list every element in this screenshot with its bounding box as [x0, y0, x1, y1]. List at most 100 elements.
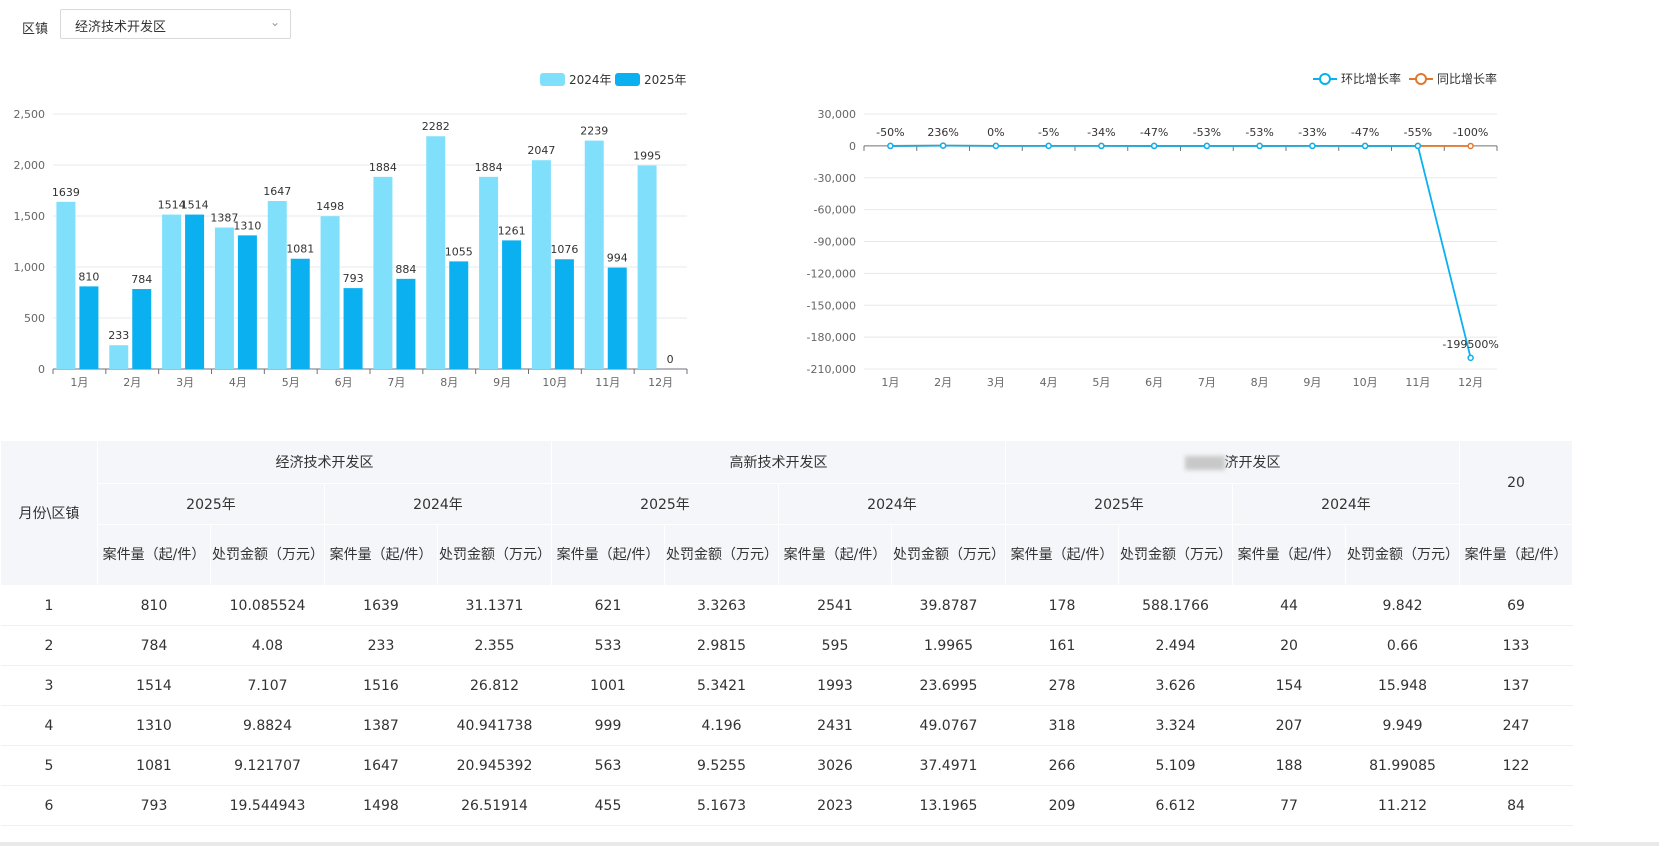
chevron-down-icon: ⌄	[269, 15, 280, 29]
table-cell: 122	[1459, 745, 1573, 786]
month-cell: 1	[0, 585, 98, 626]
point-label: -34%	[1087, 126, 1115, 139]
y-tick-label: -30,000	[814, 172, 856, 185]
y-tick-label: 30,000	[818, 108, 857, 121]
point-label: -5%	[1038, 126, 1059, 139]
table-cell: 5.3421	[664, 665, 779, 706]
x-tick-label: 7月	[1198, 376, 1216, 389]
table-cell: 266	[1005, 745, 1119, 786]
point-label: -100%	[1453, 126, 1488, 139]
column-header: 处罚金额（万元）	[891, 524, 1006, 586]
bar-value-label: 784	[131, 273, 152, 286]
table-cell: 1516	[324, 665, 438, 706]
district-select[interactable]: 经济技术开发区 ⌄	[60, 9, 291, 39]
table-cell: 31.1371	[437, 585, 552, 626]
bar-value-label: 0	[667, 353, 674, 366]
bar	[214, 227, 234, 369]
x-tick-label: 8月	[1251, 376, 1269, 389]
bar	[449, 261, 469, 369]
point-label: -199500%	[1442, 338, 1498, 351]
bar-value-label: 1387	[210, 212, 238, 225]
horizontal-scrollbar[interactable]	[0, 842, 1659, 846]
x-tick-label: 10月	[542, 376, 567, 389]
point-label: -33%	[1298, 126, 1326, 139]
table-cell: 3.324	[1118, 705, 1233, 746]
table-cell: 77	[1232, 785, 1346, 826]
series-point	[1256, 142, 1263, 150]
district-stats-table: 月份\区镇 经济技术开发区 高新技术开发区 济开发区 20 2025年 2024…	[0, 440, 1573, 826]
bar	[237, 235, 257, 369]
y-tick-label: -180,000	[807, 331, 856, 344]
table-cell: 84	[1459, 785, 1573, 826]
bar-value-label: 1081	[286, 243, 314, 256]
case-count-bar-chart: 0 500 1,000 1,500 2,000 2,500 1月 1639 810 2月 233 78…	[14, 73, 688, 389]
redacted-text	[1184, 456, 1225, 470]
bar	[320, 216, 340, 369]
bar	[607, 267, 627, 369]
x-tick-label: 6月	[1145, 376, 1163, 389]
bar	[373, 176, 393, 369]
bar-value-label: 2239	[580, 125, 608, 138]
year-header: 2024年	[324, 483, 552, 525]
table-cell: 1387	[324, 705, 438, 746]
table-cell: 810	[97, 585, 211, 626]
bar-value-label: 1076	[550, 243, 578, 256]
x-tick-label: 12月	[648, 376, 673, 389]
table-cell: 1993	[778, 665, 892, 706]
point-label: -55%	[1404, 126, 1432, 139]
series-point	[1203, 142, 1211, 150]
bar	[426, 136, 446, 369]
x-tick-label: 2月	[123, 376, 141, 389]
table-cell: 69	[1459, 585, 1573, 626]
column-header: 案件量（起/件）	[324, 524, 438, 586]
x-tick-label: 7月	[387, 376, 405, 389]
bar-value-label: 1514	[181, 199, 209, 212]
bar-value-label: 1647	[263, 185, 291, 198]
table-cell: 13.1965	[891, 785, 1006, 826]
column-header: 处罚金额（万元）	[437, 524, 552, 586]
table-cell: 455	[551, 785, 665, 826]
bar-value-label: 793	[343, 272, 364, 285]
bar-value-label: 2282	[422, 120, 450, 133]
district-stats-table-container[interactable]: 月份\区镇 经济技术开发区 高新技术开发区 济开发区 20 2025年 2024…	[0, 440, 1659, 846]
table-cell: 1498	[324, 785, 438, 826]
table-row: 4 1310 9.8824 1387 40.941738 999 4.196 2431 49.0…	[0, 705, 1573, 746]
point-label: -53%	[1193, 126, 1221, 139]
bar-value-label: 2047	[527, 144, 555, 157]
table-cell: 318	[1005, 705, 1119, 746]
bar-value-label: 1310	[233, 219, 261, 232]
table-cell: 233	[324, 625, 438, 666]
bar-value-label: 1884	[369, 161, 397, 174]
column-header: 案件量（起/件）	[551, 524, 665, 586]
series-point	[1361, 142, 1369, 150]
table-cell: 178	[1005, 585, 1119, 626]
series-point	[992, 142, 1000, 150]
table-cell: 595	[778, 625, 892, 666]
district-header: 济开发区	[1005, 440, 1460, 484]
x-tick-label: 3月	[176, 376, 194, 389]
series-point	[887, 142, 894, 150]
bar	[584, 140, 604, 369]
point-label: -53%	[1245, 126, 1273, 139]
y-tick-label: 2,000	[14, 159, 46, 172]
x-tick-label: 8月	[440, 376, 458, 389]
legend-label: 同比增长率	[1437, 71, 1497, 86]
district-header: 20	[1459, 440, 1573, 525]
table-cell: 2.355	[437, 625, 552, 666]
table-cell: 5.109	[1118, 745, 1233, 786]
x-tick-label: 3月	[987, 376, 1005, 389]
month-cell: 5	[0, 745, 98, 786]
bar-value-label: 1995	[633, 150, 661, 163]
y-tick-label: 0	[38, 363, 45, 376]
table-cell: 49.0767	[891, 705, 1006, 746]
table-cell: 10.085524	[210, 585, 325, 626]
column-header: 案件量（起/件）	[1459, 524, 1573, 586]
table-cell: 9.949	[1345, 705, 1460, 746]
x-tick-label: 2月	[934, 376, 952, 389]
growth-rate-line-chart: -210,000 -180,000 -150,000 -120,000 -90,000 -…	[807, 71, 1499, 389]
table-cell: 2.494	[1118, 625, 1233, 666]
y-tick-label: -90,000	[814, 236, 856, 249]
bar	[502, 240, 522, 369]
table-cell: 40.941738	[437, 705, 552, 746]
table-cell: 20	[1232, 625, 1346, 666]
